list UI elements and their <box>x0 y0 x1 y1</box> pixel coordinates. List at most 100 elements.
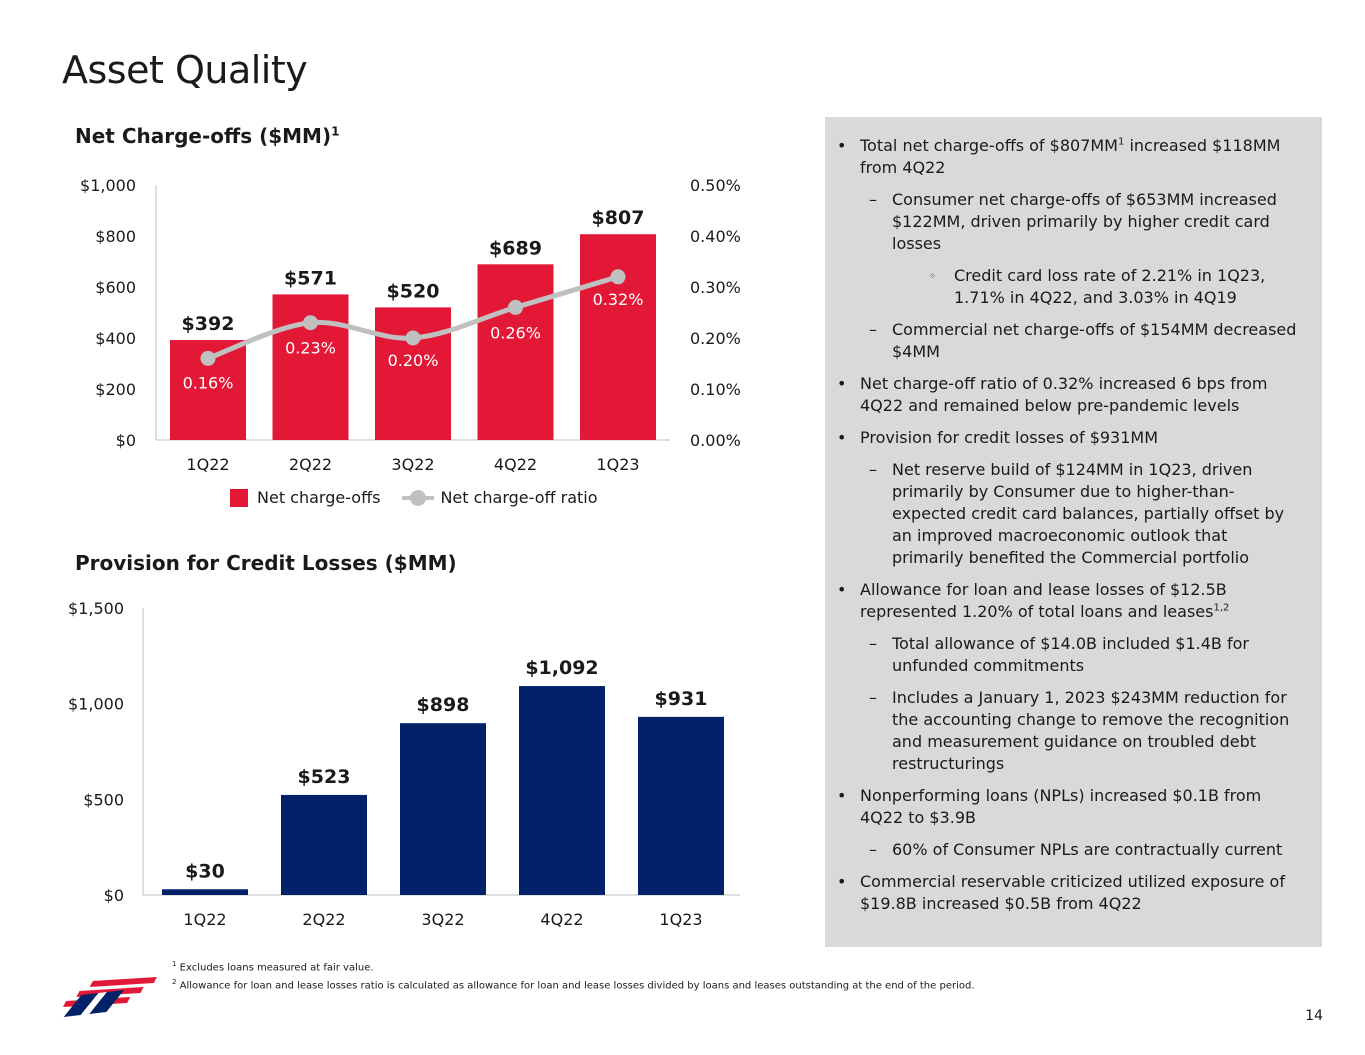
y2-tick-label: 0.30% <box>690 278 741 297</box>
footnote-ref: 1 <box>1117 136 1125 148</box>
chart-legend: Net charge-offs Net charge-off ratio <box>230 488 598 507</box>
footnote: 1 Excludes loans measured at fair value. <box>172 957 975 975</box>
bullet-text: Net charge-off ratio of 0.32% increased … <box>860 374 1268 415</box>
ratio-data-label: 0.23% <box>285 339 336 358</box>
bullet-marker: – <box>869 840 877 859</box>
ratio-data-label: 0.16% <box>183 373 234 392</box>
x-tick-label: 3Q22 <box>421 910 464 929</box>
bullet-text: Commercial reservable criticized utilize… <box>860 872 1285 913</box>
ratio-data-label: 0.26% <box>490 323 541 342</box>
bar-data-label: $392 <box>182 313 235 335</box>
bank-flag-logo-icon <box>62 977 157 1017</box>
bar-data-label: $689 <box>489 237 542 259</box>
x-tick-label: 1Q22 <box>183 910 226 929</box>
bullet-level-3: ◦ Credit card loss rate of 2.21% in 1Q23,… <box>837 265 1302 309</box>
bar-data-label: $1,092 <box>525 657 598 679</box>
footnote-number: 1 <box>172 960 177 968</box>
bar-provision <box>281 794 367 895</box>
y2-tick-label: 0.40% <box>690 227 741 246</box>
bullet-level-1: • Commercial reservable criticized utiliz… <box>837 871 1302 915</box>
y-tick-label: $200 <box>95 380 136 399</box>
legend-label-net-charge-off-ratio: Net charge-off ratio <box>440 488 598 507</box>
bullet-marker: – <box>869 190 877 209</box>
bullet-level-1: • Provision for credit losses of $931MM <box>837 427 1302 449</box>
bar-provision <box>400 723 486 895</box>
y2-tick-label: 0.10% <box>690 380 741 399</box>
bullet-marker: • <box>837 136 847 155</box>
footnote-text: Excludes loans measured at fair value. <box>176 962 374 974</box>
bar-data-label: $807 <box>592 207 645 229</box>
x-tick-label: 4Q22 <box>494 455 537 474</box>
bullet-marker: – <box>869 320 877 339</box>
bullet-text: Provision for credit losses of $931MM <box>860 428 1159 447</box>
chart-title-footnote-ref: 1 <box>331 124 340 139</box>
provision-chart: $0 $500 $1,000 $1,500 $30 1Q22 $523 2Q22 $898 3Q2… <box>68 599 740 929</box>
bullet-level-2: –60% of Consumer NPLs are contractually … <box>837 839 1302 861</box>
y-tick-label: $1,500 <box>68 599 124 618</box>
page-title: Asset Quality <box>62 48 308 92</box>
bullet-marker: • <box>837 374 847 393</box>
bar-data-label: $898 <box>417 694 470 716</box>
bullet-marker: • <box>837 428 847 447</box>
page-number: 14 <box>1305 1008 1323 1024</box>
x-tick-label: 1Q22 <box>186 455 229 474</box>
bullet-marker: – <box>869 460 877 479</box>
bullet-level-2: – Includes a January 1, 2023 $243MM reduc… <box>837 687 1302 775</box>
bar-data-label: $523 <box>298 766 351 788</box>
bullet-text: Total allowance of $14.0B included $1.4B… <box>892 634 1249 675</box>
y2-tick-label: 0.50% <box>690 176 741 195</box>
bar-data-label: $571 <box>284 267 337 289</box>
y-tick-label: $1,000 <box>80 176 136 195</box>
ratio-point <box>303 315 318 331</box>
bullet-level-2: – Consumer net charge-offs of $653MM incr… <box>837 189 1302 255</box>
x-tick-label: 4Q22 <box>540 910 583 929</box>
bullet-text: Nonperforming loans (NPLs) increased $0.… <box>860 786 1262 827</box>
y-tick-label: $600 <box>95 278 136 297</box>
ratio-point <box>405 330 421 346</box>
bullet-text: Net reserve build of $124MM in 1Q23, dri… <box>892 460 1285 567</box>
bullet-level-2: – Commercial net charge-offs of $154MM de… <box>837 319 1302 363</box>
y-tick-label: $500 <box>83 790 124 809</box>
footnotes: 1 Excludes loans measured at fair value.… <box>172 957 975 994</box>
bar-net-charge-offs <box>477 264 554 440</box>
x-tick-label: 1Q23 <box>659 910 702 929</box>
net-charge-offs-chart: $0 $200 $400 $600 $800 $1,000 0.00% 0.10% 0.20% 0… <box>80 176 741 474</box>
bar-data-label: $520 <box>387 280 440 302</box>
bullet-text: Total net charge-offs of $807MM <box>860 136 1118 155</box>
bullet-text-continued: increased $118MM from 4Q22 <box>860 136 1281 177</box>
bullet-level-1: • Nonperforming loans (NPLs) increased $0… <box>837 785 1302 829</box>
bullet-text: Includes a January 1, 2023 $243MM reduct… <box>892 688 1290 773</box>
bullet-text: Commercial net charge-offs of $154MM dec… <box>892 320 1297 361</box>
provision-chart-title: Provision for Credit Losses ($MM) <box>75 551 457 575</box>
bar-provision <box>638 716 724 895</box>
x-tick-label: 2Q22 <box>302 910 345 929</box>
bullet-level-2: – Net reserve build of $124MM in 1Q23, dr… <box>837 459 1302 569</box>
chart-title-text: Net Charge-offs ($MM) <box>75 124 332 148</box>
ratio-data-label: 0.20% <box>388 351 439 370</box>
bullet-marker: – <box>869 634 877 653</box>
legend-label-net-charge-offs: Net charge-offs <box>257 488 381 507</box>
ratio-point <box>610 269 626 285</box>
y-tick-label: $0 <box>104 886 124 905</box>
ratio-data-label: 0.32% <box>593 290 644 309</box>
bar-net-charge-offs <box>580 234 656 440</box>
bar-provision <box>162 889 248 895</box>
bar-data-label: $30 <box>185 860 225 882</box>
ratio-point <box>508 299 523 315</box>
legend-line-marker-icon <box>402 489 435 507</box>
bullet-level-1: • Total net charge-offs of $807MM1 increa… <box>837 135 1302 179</box>
y-tick-label: $0 <box>116 431 136 450</box>
bar-data-label: $931 <box>655 688 708 710</box>
ratio-point <box>200 350 216 366</box>
footnote-ref: 1,2 <box>1213 602 1230 614</box>
x-tick-label: 2Q22 <box>289 455 332 474</box>
bullet-level-1: • Net charge-off ratio of 0.32% increased… <box>837 373 1302 417</box>
bullet-text: Allowance for loan and lease losses of $… <box>860 580 1227 621</box>
bullet-text: Credit card loss rate of 2.21% in 1Q23, … <box>954 266 1266 307</box>
y-tick-label: $400 <box>95 329 136 348</box>
bullet-text: Consumer net charge-offs of $653MM incre… <box>892 190 1277 253</box>
y-tick-label: $800 <box>95 227 136 246</box>
bar-net-charge-offs <box>375 307 451 440</box>
footnote: 2 Allowance for loan and lease losses ra… <box>172 975 975 993</box>
net-charge-offs-chart-title: Net Charge-offs ($MM)1 <box>75 124 339 148</box>
